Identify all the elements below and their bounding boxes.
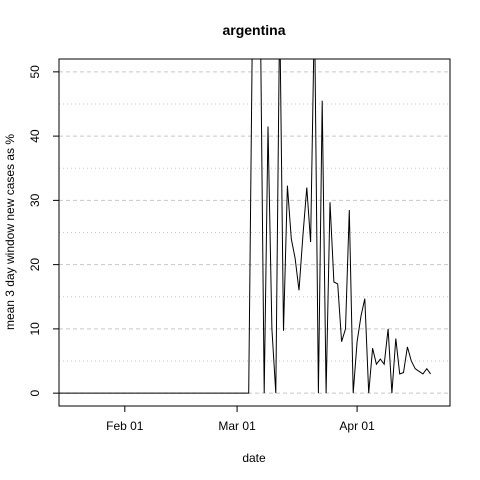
- y-tick-label: 20: [28, 258, 42, 272]
- y-axis-label: mean 3 day window new cases as %: [3, 134, 17, 330]
- series-line: [59, 59, 432, 394]
- x-tick-label: Apr 01: [339, 419, 375, 433]
- y-tick-label: 40: [28, 129, 42, 143]
- x-axis-label: date: [242, 451, 266, 465]
- plot-frame: [58, 58, 451, 407]
- x-tick-label: Mar 01: [218, 419, 256, 433]
- chart-title: argentina: [222, 22, 285, 38]
- y-tick-label: 10: [28, 322, 42, 336]
- y-tick-label: 30: [28, 193, 42, 207]
- grid: [59, 71, 450, 394]
- y-tick-label: 0: [28, 389, 42, 396]
- series-group: [59, 59, 432, 394]
- x-tick-label: Feb 01: [106, 419, 144, 433]
- y-axis-ticks: 0 10 20 30 40 50: [28, 65, 59, 396]
- x-axis-ticks: Feb 01 Mar 01 Apr 01: [106, 406, 375, 433]
- y-tick-label: 50: [28, 65, 42, 79]
